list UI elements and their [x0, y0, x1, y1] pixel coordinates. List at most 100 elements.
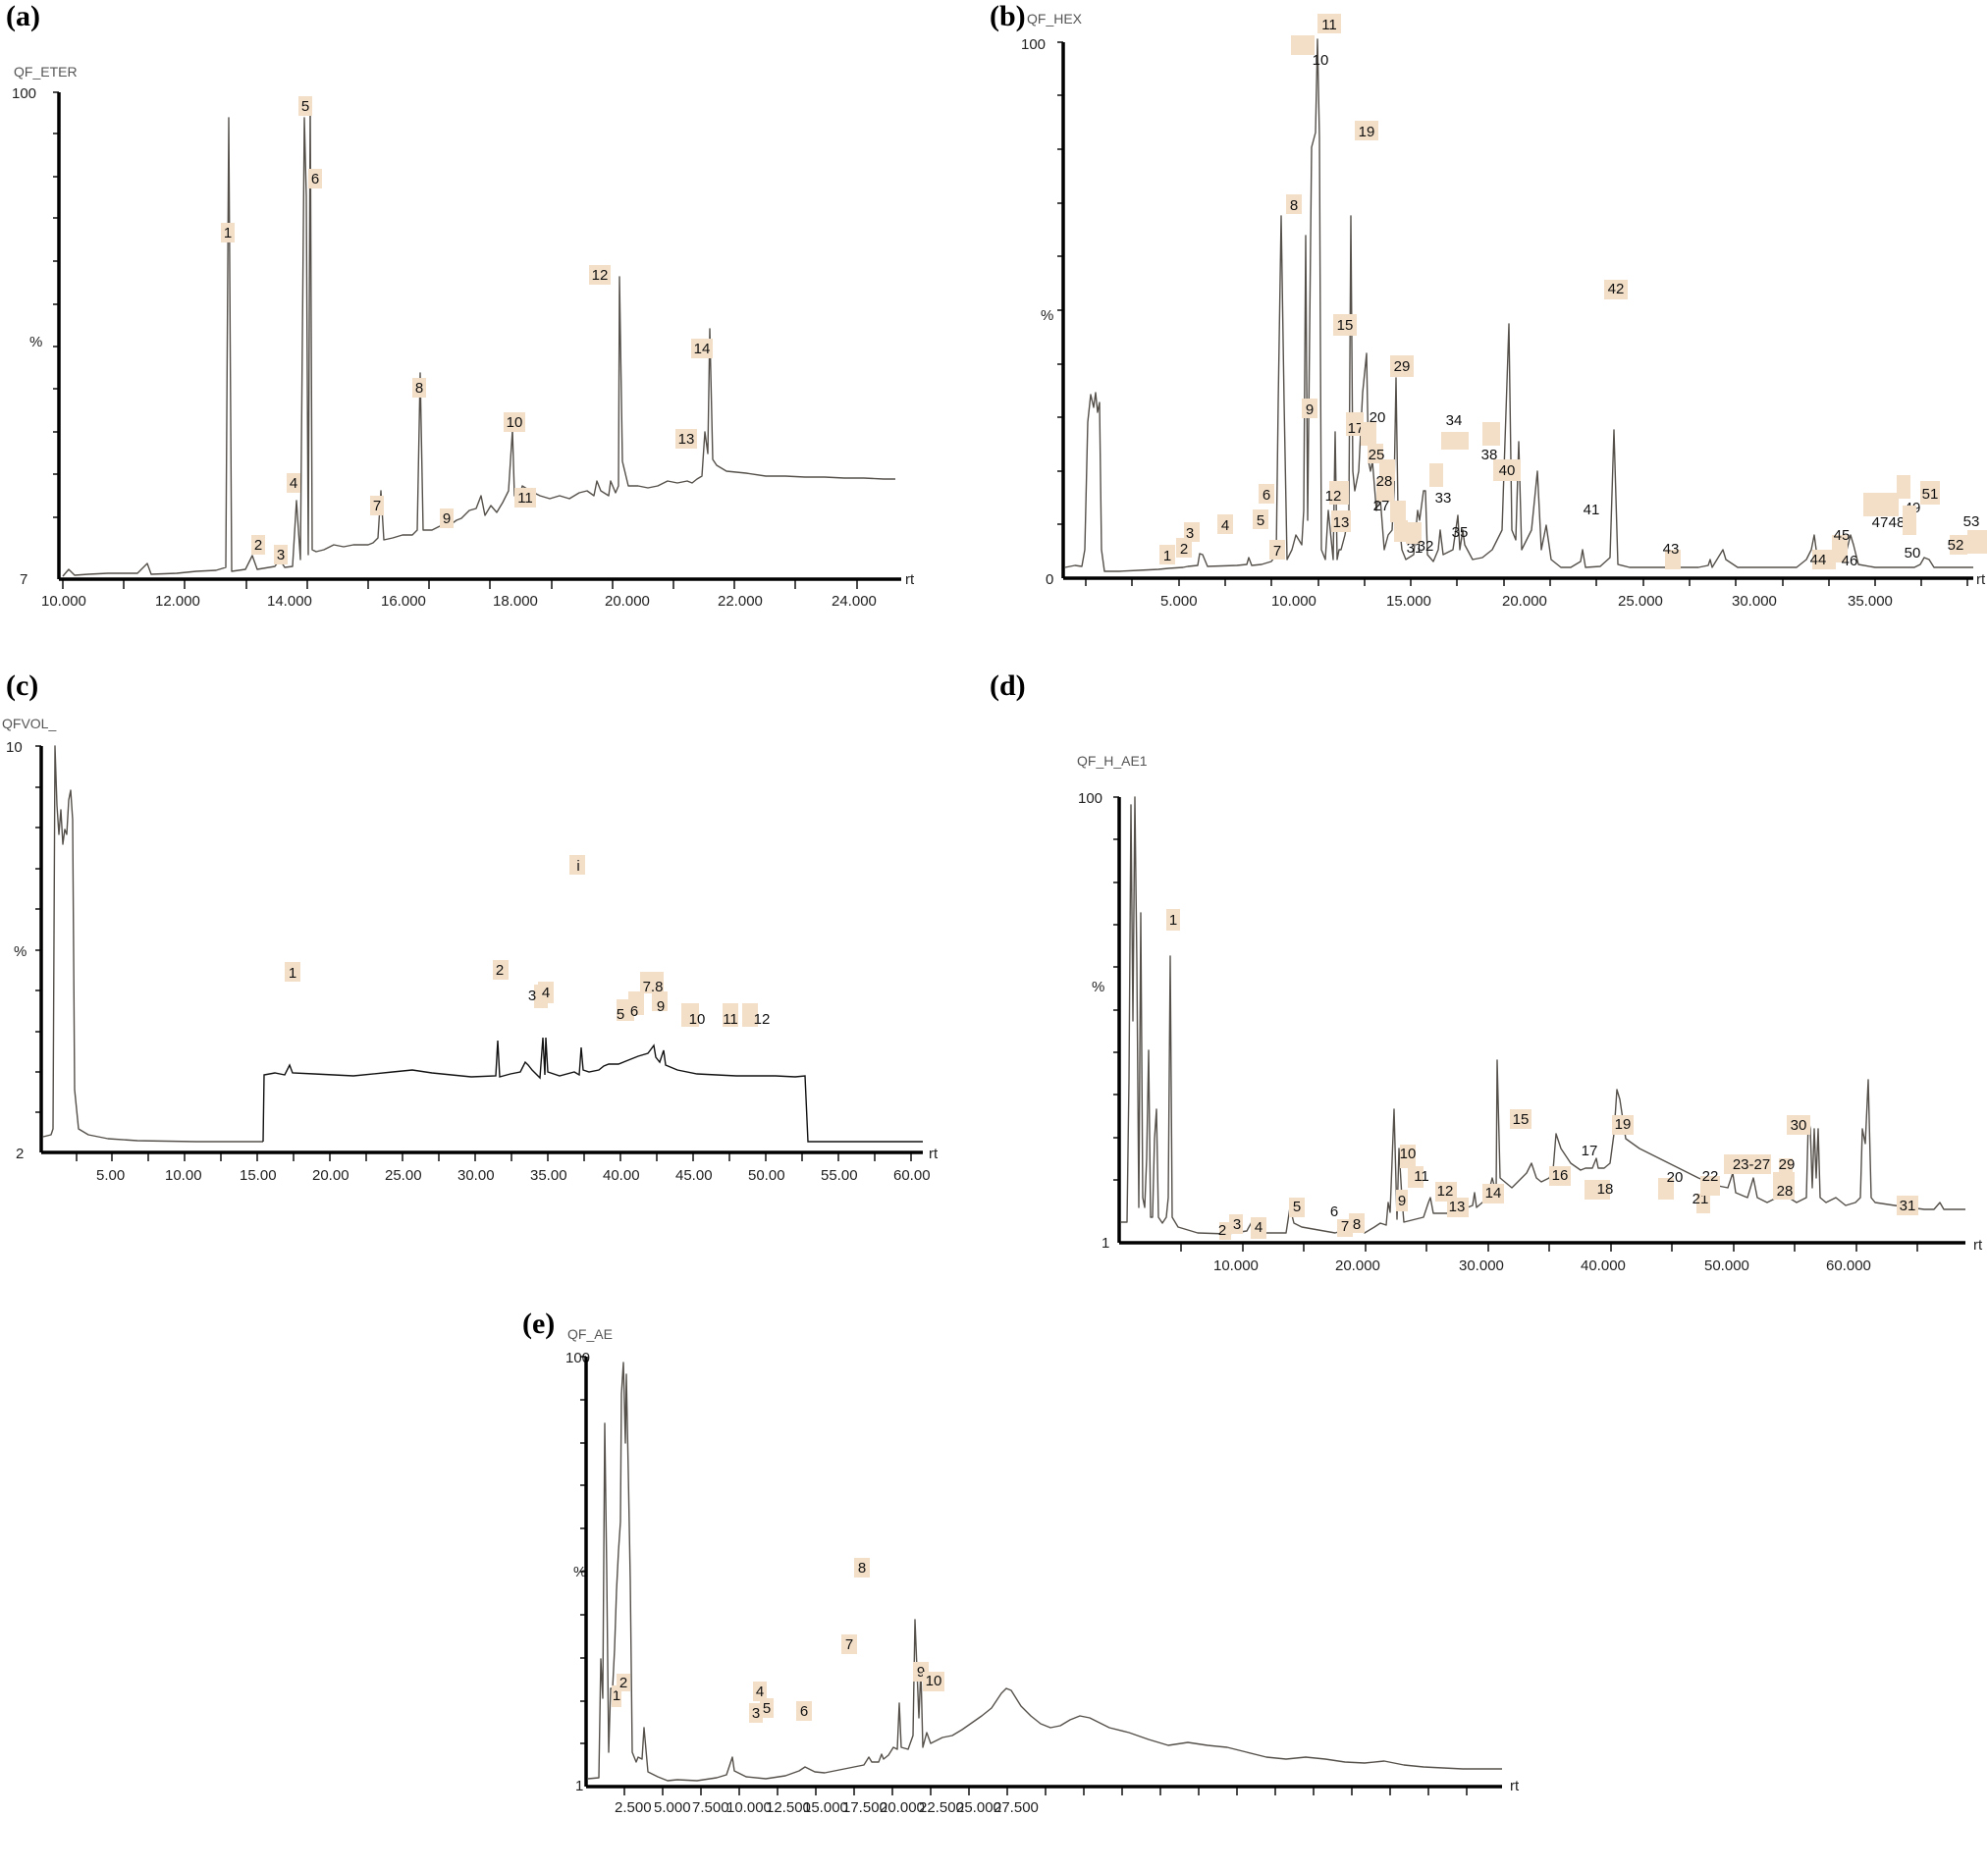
sample-name-d: QF_H_AE1: [1077, 753, 1148, 769]
svg-text:12: 12: [1437, 1183, 1454, 1200]
svg-text:11: 11: [1414, 1168, 1429, 1185]
svg-text:10: 10: [1400, 1146, 1417, 1162]
svg-text:2: 2: [254, 537, 262, 554]
y-min-label-b: 0: [1046, 571, 1053, 588]
svg-text:24.000: 24.000: [832, 593, 877, 610]
y-min-label-e: 1: [575, 1778, 583, 1794]
y-axis-label-b: %: [1041, 307, 1053, 324]
svg-text:3: 3: [752, 1705, 760, 1722]
sample-name-a: QF_ETER: [14, 64, 78, 80]
svg-text:4: 4: [542, 985, 550, 1001]
svg-text:5: 5: [763, 1700, 771, 1717]
svg-text:8: 8: [1290, 197, 1298, 214]
svg-text:11: 11: [723, 1011, 738, 1028]
svg-text:15.000: 15.000: [803, 1799, 848, 1816]
svg-text:20.00: 20.00: [312, 1167, 349, 1184]
x-axis-label-e: rt: [1510, 1778, 1520, 1794]
svg-text:53: 53: [1963, 513, 1980, 530]
svg-text:20: 20: [1667, 1169, 1684, 1186]
y-max-label-a: 100: [12, 85, 36, 102]
svg-text:10.000: 10.000: [41, 593, 86, 610]
svg-text:20.000: 20.000: [1335, 1257, 1380, 1274]
svg-text:3: 3: [528, 988, 536, 1004]
trace-c: [262, 1037, 923, 1143]
svg-text:3: 3: [1186, 525, 1194, 542]
svg-text:1: 1: [1163, 548, 1171, 564]
svg-text:15.00: 15.00: [240, 1167, 277, 1184]
svg-text:5: 5: [617, 1006, 624, 1023]
svg-text:40.00: 40.00: [603, 1167, 640, 1184]
svg-text:44: 44: [1810, 552, 1827, 568]
svg-text:6: 6: [800, 1703, 808, 1720]
svg-text:60.00: 60.00: [893, 1167, 931, 1184]
y-axis-label-e: %: [573, 1564, 586, 1580]
trace-b: [1064, 38, 1973, 572]
y-axis-label-d: %: [1092, 979, 1104, 995]
svg-text:34: 34: [1446, 412, 1463, 429]
svg-text:48: 48: [1889, 514, 1906, 531]
panel-letter-e: (e): [522, 1308, 556, 1340]
svg-text:22.000: 22.000: [718, 593, 763, 610]
svg-text:9: 9: [1398, 1193, 1406, 1209]
svg-text:40: 40: [1499, 462, 1516, 479]
x-tick-labels-d: 10.000 20.000 30.000 40.000 50.000 60.00…: [1213, 1257, 1871, 1274]
svg-text:29: 29: [1779, 1156, 1796, 1173]
svg-text:22: 22: [1702, 1168, 1719, 1185]
svg-text:3: 3: [277, 547, 285, 563]
svg-text:55.00: 55.00: [821, 1167, 858, 1184]
chart-c-svg: QFVOL_ 10 % 2 rt 5.00 10.00 15.00 20.00 …: [2, 716, 939, 1184]
svg-text:29: 29: [1394, 358, 1411, 375]
svg-text:9: 9: [657, 998, 665, 1015]
svg-text:5.00: 5.00: [96, 1167, 125, 1184]
panel-letter-c: (c): [6, 669, 39, 702]
svg-text:13: 13: [678, 431, 695, 448]
y-ticks-e: [580, 1356, 586, 1744]
svg-text:11: 11: [1321, 17, 1337, 33]
svg-text:12: 12: [592, 267, 609, 284]
trace-d: [1121, 796, 1965, 1235]
x-axis-label-d: rt: [1973, 1237, 1983, 1254]
svg-text:5: 5: [301, 98, 309, 115]
svg-text:43: 43: [1663, 541, 1680, 558]
svg-text:35.000: 35.000: [1848, 593, 1893, 610]
svg-text:22.500: 22.500: [919, 1799, 964, 1816]
svg-text:33: 33: [1435, 490, 1452, 507]
svg-text:12: 12: [1325, 488, 1342, 505]
svg-text:7: 7: [373, 498, 381, 514]
svg-text:14: 14: [1485, 1185, 1502, 1202]
peak-labels-a: 1 2 3 4 5 6 7 8 9 10 11 12 13 14: [221, 96, 713, 564]
svg-text:19: 19: [1359, 124, 1375, 140]
svg-text:17: 17: [1582, 1143, 1598, 1159]
svg-text:23-27: 23-27: [1733, 1156, 1770, 1173]
chromatogram-a: (a) QF_ETER 100 % 7 rt 10.000 12.000 14.…: [0, 0, 933, 628]
sample-name-b: QF_HEX: [1027, 11, 1083, 27]
svg-text:41: 41: [1584, 502, 1600, 518]
sample-name-c: QFVOL_: [2, 716, 56, 731]
svg-text:27.500: 27.500: [994, 1799, 1039, 1816]
svg-text:2: 2: [1218, 1222, 1226, 1239]
svg-text:16: 16: [1552, 1167, 1569, 1184]
svg-text:51: 51: [1922, 486, 1939, 503]
peak-labels-d: 1 2 3 4 5 6 7 8 9 10 11 12 13 14 15 16 1…: [1166, 909, 1918, 1240]
svg-text:12.000: 12.000: [155, 593, 200, 610]
panel-letter-b: (b): [990, 0, 1026, 32]
x-tick-labels-c: 5.00 10.00 15.00 20.00 25.00 30.00 35.00…: [96, 1167, 931, 1184]
svg-text:38: 38: [1481, 447, 1498, 463]
y-ticks-c: [35, 745, 41, 1113]
chromatogram-e: (e) QF_AE 100 % 1 rt 2.500 5.000 7.500 1…: [520, 1296, 1522, 1871]
svg-text:7: 7: [1341, 1218, 1349, 1235]
svg-text:15.000: 15.000: [1386, 593, 1431, 610]
svg-text:10.00: 10.00: [165, 1167, 202, 1184]
svg-text:4: 4: [1221, 517, 1229, 534]
svg-text:32: 32: [1418, 538, 1434, 555]
svg-text:52: 52: [1948, 537, 1964, 554]
svg-text:7: 7: [845, 1636, 853, 1653]
svg-text:50.000: 50.000: [1704, 1257, 1749, 1274]
svg-text:20.000: 20.000: [605, 593, 650, 610]
chromatogram-d: (d) QF_H_AE1 100 % 1 rt 10.000 20.000 30…: [990, 668, 1988, 1276]
svg-text:45.00: 45.00: [675, 1167, 713, 1184]
x-ticks-b: [1085, 578, 1968, 586]
svg-text:13: 13: [1449, 1199, 1466, 1215]
svg-text:5: 5: [1257, 512, 1264, 529]
svg-text:13: 13: [1333, 514, 1350, 531]
